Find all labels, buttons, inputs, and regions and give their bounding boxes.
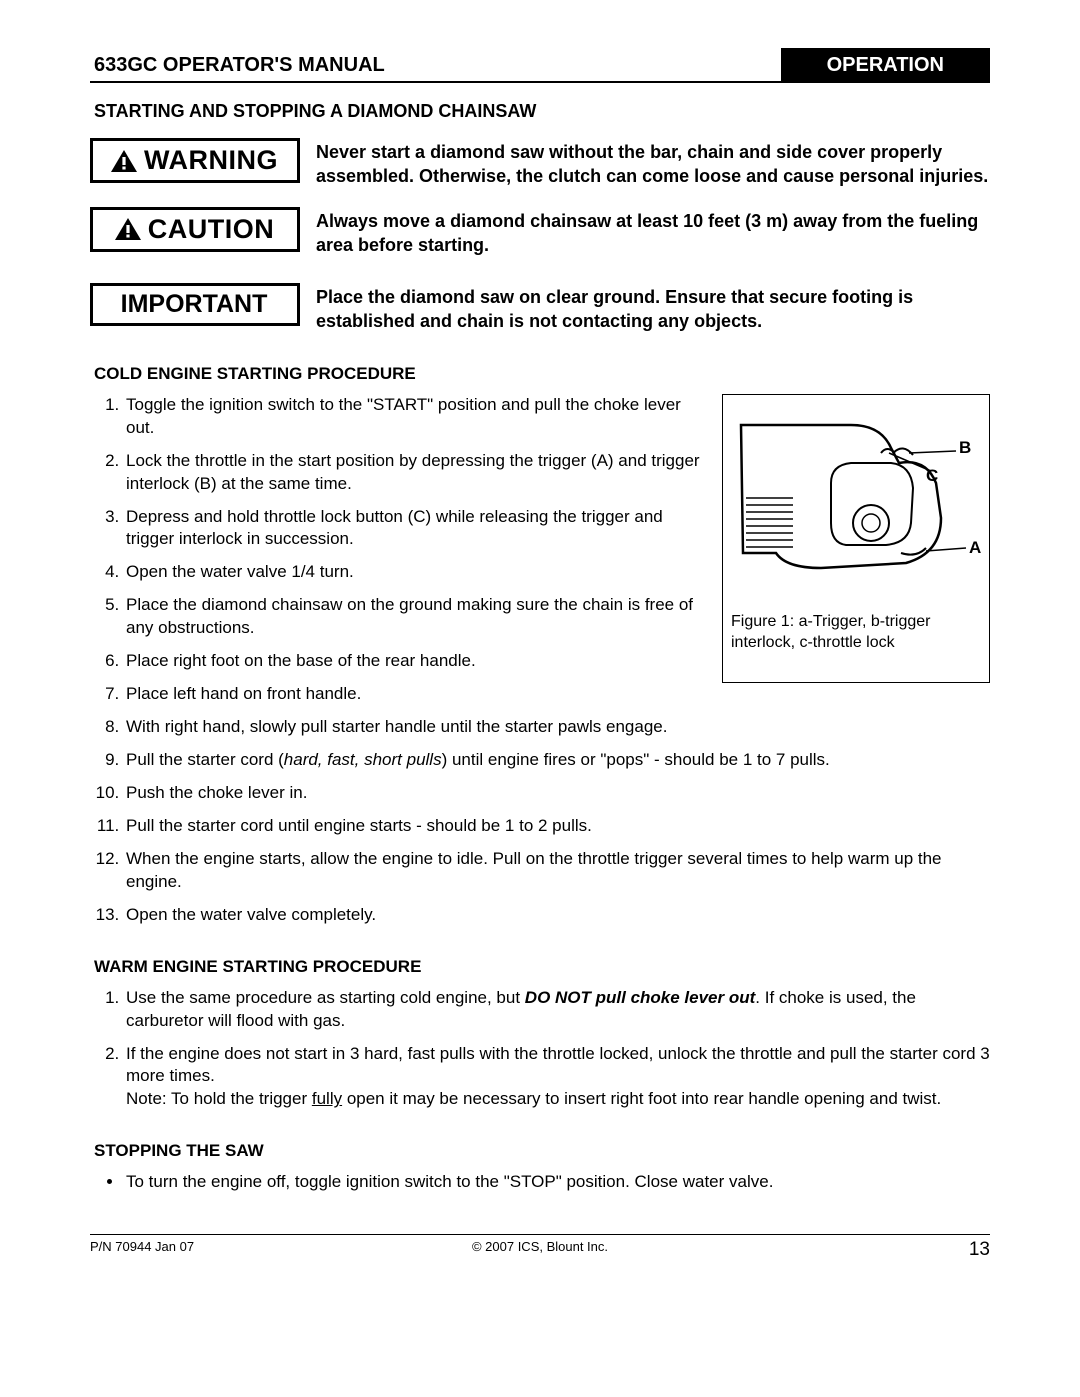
page-header: 633GC OPERATOR'S MANUAL OPERATION [90,48,990,83]
important-label-box: IMPORTANT [90,283,300,326]
list-item: Lock the throttle in the start position … [124,450,702,496]
list-item: Open the water valve 1/4 turn. [124,561,702,584]
footer-page-number: 13 [690,1239,990,1261]
stopping-list: To turn the engine off, toggle ignition … [90,1171,990,1194]
figure-label-b: B [959,438,971,457]
list-item: Push the choke lever in. [124,782,990,805]
figure-label-c: C [926,466,938,485]
cold-steps-rest: Place left hand on front handle. With ri… [90,683,990,927]
figure-label-a: A [969,538,981,557]
list-item: Toggle the ignition switch to the "START… [124,394,702,440]
warning-notice: WARNING Never start a diamond saw withou… [90,138,990,189]
list-item: Use the same procedure as starting cold … [124,987,990,1033]
cold-heading: COLD ENGINE STARTING PROCEDURE [94,364,990,384]
stopping-heading: STOPPING THE SAW [94,1141,990,1161]
chainsaw-handle-diagram: A B C [731,403,981,603]
warning-label: WARNING [144,145,278,176]
list-item: If the engine does not start in 3 hard, … [124,1043,990,1112]
list-item: Place the diamond chainsaw on the ground… [124,594,702,640]
caution-label: CAUTION [148,214,275,245]
caution-text: Always move a diamond chainsaw at least … [316,207,990,258]
caution-notice: CAUTION Always move a diamond chainsaw a… [90,207,990,258]
warning-text: Never start a diamond saw without the ba… [316,138,990,189]
figure-caption: Figure 1: a-Trigger, b-trigger interlock… [731,612,981,654]
warm-steps: Use the same procedure as starting cold … [90,987,990,1112]
important-text: Place the diamond saw on clear ground. E… [316,283,990,334]
footer-copyright: © 2007 ICS, Blount Inc. [390,1239,690,1261]
list-item: When the engine starts, allow the engine… [124,848,990,894]
page-footer: P/N 70944 Jan 07 © 2007 ICS, Blount Inc.… [90,1234,990,1261]
important-notice: IMPORTANT Place the diamond saw on clear… [90,283,990,334]
section-heading: STARTING AND STOPPING A DIAMOND CHAINSAW [94,101,990,122]
warning-triangle-icon [110,149,138,173]
list-item: Open the water valve completely. [124,904,990,927]
list-item: Pull the starter cord until engine start… [124,815,990,838]
caution-label-box: CAUTION [90,207,300,252]
list-item: Depress and hold throttle lock button (C… [124,506,702,552]
list-item: Place left hand on front handle. [124,683,990,706]
footer-part-number: P/N 70944 Jan 07 [90,1239,390,1261]
cold-steps-top: Toggle the ignition switch to the "START… [90,394,702,673]
section-tab: OPERATION [781,48,990,81]
manual-title: 633GC OPERATOR'S MANUAL [90,48,781,81]
list-item: Pull the starter cord (hard, fast, short… [124,749,990,772]
figure-1: A B C Figure 1: a-Trigger, b-trigger int… [722,394,990,683]
list-item: With right hand, slowly pull starter han… [124,716,990,739]
warm-heading: WARM ENGINE STARTING PROCEDURE [94,957,990,977]
list-item: To turn the engine off, toggle ignition … [124,1171,990,1194]
important-label: IMPORTANT [121,290,268,319]
warning-label-box: WARNING [90,138,300,183]
list-item: Place right foot on the base of the rear… [124,650,702,673]
caution-triangle-icon [114,217,142,241]
